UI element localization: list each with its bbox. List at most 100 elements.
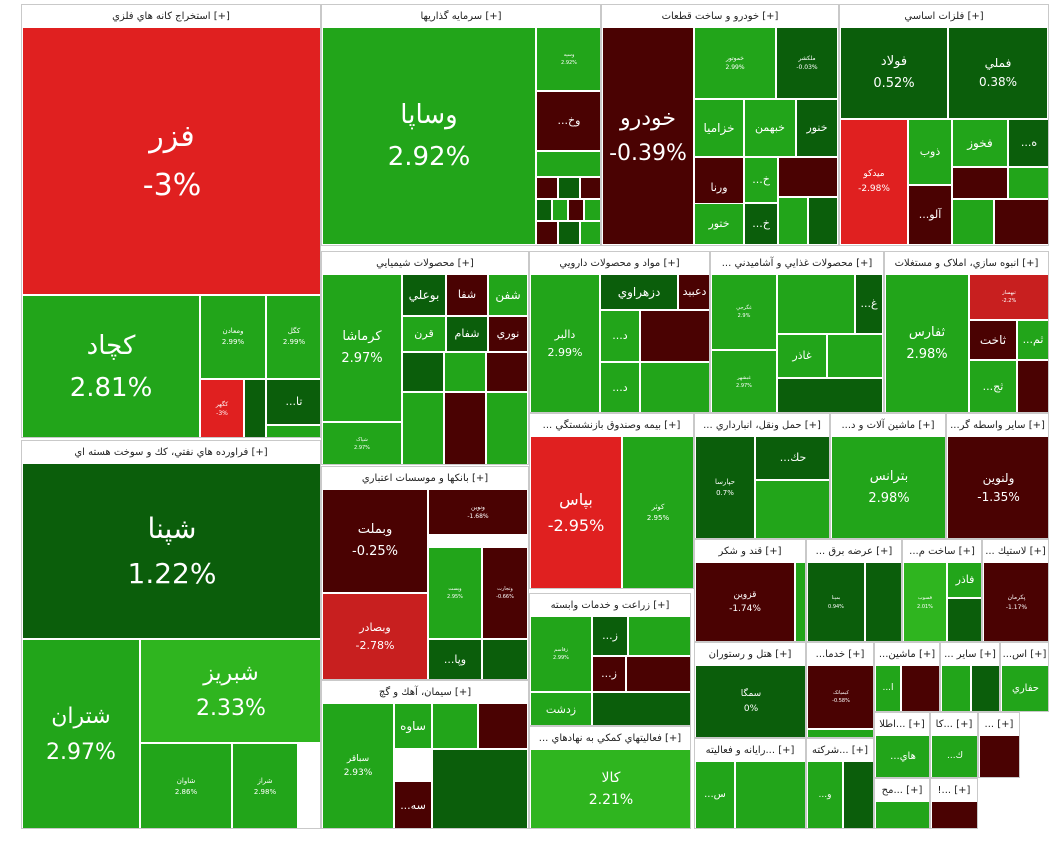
sector-s12[interactable]: [+] حمل ونقل، انبارداري ... حپارسا 0.7% حك.… [694,413,830,539]
treemap-cell[interactable] [843,761,873,828]
sector-title[interactable]: [+] ماشين آلات و د... [831,414,945,437]
treemap-tile[interactable]: حك... [755,436,829,480]
treemap-cell[interactable] [875,801,929,828]
sector-s19[interactable]: [+] عرضه برق ... بمپنا 0.94% [806,539,902,642]
treemap-tile[interactable]: ومعادن 2.99% [200,295,266,379]
treemap-tile[interactable]: س... [695,761,735,828]
treemap-tile[interactable]: فاذر [947,562,981,598]
sector-s15[interactable]: [+] سيمان، آهك و گچ ساوه سباقر 2.93% سه... [321,680,529,829]
treemap-tile[interactable]: ثفارس 2.98% [885,274,969,412]
sector-title[interactable]: [+] ماشين... [875,643,939,666]
treemap-cell[interactable] [827,334,883,378]
treemap-tile[interactable]: خموتور 2.99% [694,27,776,99]
treemap-cell[interactable] [901,665,939,711]
sector-title[interactable]: [+] عرضه برق ... [807,540,901,563]
treemap-cell[interactable] [536,151,600,177]
treemap-cell[interactable] [640,310,709,362]
treemap-tile[interactable]: خزاميا [694,99,744,157]
treemap-cell[interactable] [558,221,580,245]
treemap-tile[interactable]: شتران 2.97% [22,639,140,828]
treemap-tile[interactable]: دزهراوي [600,274,678,310]
treemap-cell[interactable] [266,425,320,437]
sector-title[interactable]: [+] انبوه سازي، املاک و مستغلات [885,252,1048,275]
sector-s1[interactable]: [+] استخراج کانه هاي فلزي فزر -3% کچاد 2.81%… [21,4,321,438]
treemap-cell[interactable] [628,616,690,656]
treemap-tile[interactable]: و... [807,761,843,828]
treemap-tile[interactable]: شاوان 2.86% [140,743,232,828]
sector-title[interactable]: [+] ...مح [875,779,929,802]
treemap-tile[interactable]: حفاري [1001,665,1048,711]
treemap-tile[interactable]: ولنوين -1.35% [947,436,1048,538]
treemap-tile[interactable]: آلو... [908,185,952,245]
treemap-cell[interactable] [552,199,568,221]
treemap-cell[interactable] [558,177,580,199]
treemap-tile[interactable]: کگل 2.99% [266,295,320,379]
treemap-tile[interactable]: ثم... [1017,320,1048,360]
treemap-tile[interactable]: خ... [744,157,778,203]
sector-s24[interactable]: [+] ماشين... ا... [874,642,940,712]
sector-title[interactable]: [+] ...رايانه و فعاليته [695,739,805,762]
treemap-tile[interactable]: ونوين -1.68% [428,489,528,535]
sector-title[interactable]: [+] فعاليتهاي كمكي به نهادهاي ... [530,727,690,750]
treemap-tile[interactable]: سه... [394,781,432,828]
treemap-cell[interactable] [952,199,994,245]
sector-title[interactable]: [+] فراورده هاي نفتي، كك و سوخت هسته اي [22,441,320,464]
treemap-tile[interactable]: وسپه 2.92% [536,27,600,91]
sector-s27[interactable]: [+] ...رايانه و فعاليته س... [694,738,806,829]
treemap-tile[interactable]: شپنا 1.22% [22,463,320,639]
sector-s26[interactable]: [+] اس... حفاري [1000,642,1049,712]
treemap-tile[interactable]: کيمياتک -0.58% [807,665,873,729]
treemap-cell[interactable] [979,735,1019,777]
sector-title[interactable]: [+] فلزات اساسي [840,5,1048,28]
sector-s5[interactable]: [+] فلزات اساسي فولاد 0.52% فملي 0.38% ميدکو -… [839,4,1049,246]
treemap-tile[interactable]: فزر -3% [22,27,320,295]
sector-s4[interactable]: [+] خودرو و ساخت قطعات خودرو -0.39% خموتور 2… [601,4,839,246]
treemap-tile[interactable]: کوثر 2.95% [622,436,693,588]
treemap-cell[interactable] [941,665,971,711]
sector-title[interactable]: [+] ... [979,713,1019,736]
treemap-tile[interactable]: فولاد 0.52% [840,27,948,119]
treemap-tile[interactable]: نوري [488,316,528,352]
sector-title[interactable]: [+] مواد و محصولات دارويي [530,252,709,275]
treemap-cell[interactable] [580,221,600,245]
treemap-tile[interactable]: خنور [796,99,838,157]
treemap-tile[interactable]: وپست 2.95% [428,547,482,639]
treemap-cell[interactable] [735,761,805,828]
treemap-tile[interactable]: بپاس -2.95% [530,436,622,588]
treemap-tile[interactable]: بترانس 2.98% [831,436,945,538]
treemap-tile[interactable]: غگرجي 2.9% [711,274,777,350]
treemap-tile[interactable]: سباقر 2.93% [322,703,394,828]
treemap-cell[interactable] [795,562,805,641]
treemap-tile[interactable]: قرن [402,316,446,352]
treemap-tile[interactable]: ه... [1008,119,1048,167]
treemap-tile[interactable]: شفا [446,274,488,316]
treemap-cell[interactable] [244,379,266,437]
sector-s32[interactable]: [+] ...مح [874,778,930,829]
treemap-tile[interactable]: ك... [931,735,977,777]
sector-s21[interactable]: [+] لاستيك ... پکرمان -1.17% [982,539,1049,642]
treemap-tile[interactable]: وساپا 2.92% [322,27,536,245]
treemap-tile[interactable]: ثج... [969,360,1017,412]
treemap-tile[interactable]: دالبر 2.99% [530,274,600,412]
treemap-tile[interactable]: شفام [446,316,488,352]
sector-s7[interactable]: [+] مواد و محصولات دارويي دالبر 2.99% دزهرا… [529,251,710,413]
sector-title[interactable]: [+] ...! [931,779,977,802]
treemap-cell[interactable] [486,352,528,392]
sector-title[interactable]: [+] قند و شكر [695,540,805,563]
treemap-cell[interactable] [402,392,444,464]
treemap-cell[interactable] [778,157,838,197]
sector-s25[interactable]: [+] ساير ... [940,642,1000,712]
treemap-tile[interactable]: غاذر [777,334,827,378]
treemap-tile[interactable]: شفن [488,274,528,316]
treemap-cell[interactable] [592,692,690,725]
treemap-cell[interactable] [807,729,873,737]
sector-title[interactable]: [+] حمل ونقل، انبارداري ... [695,414,829,437]
sector-title[interactable]: [+] هتل و رستوران [695,643,805,666]
treemap-tile[interactable]: حپارسا 0.7% [695,436,755,538]
sector-s9[interactable]: [+] انبوه سازي، املاک و مستغلات ثفارس 2.98… [884,251,1049,413]
sector-title[interactable]: [+] ...كا [931,713,977,736]
sector-s18[interactable]: [+] قند و شكر قزوين -1.74% [694,539,806,642]
sector-title[interactable]: [+] خدما... [807,643,873,666]
treemap-tile[interactable]: ساوه [394,703,432,749]
treemap-tile[interactable]: خودرو -0.39% [602,27,694,245]
